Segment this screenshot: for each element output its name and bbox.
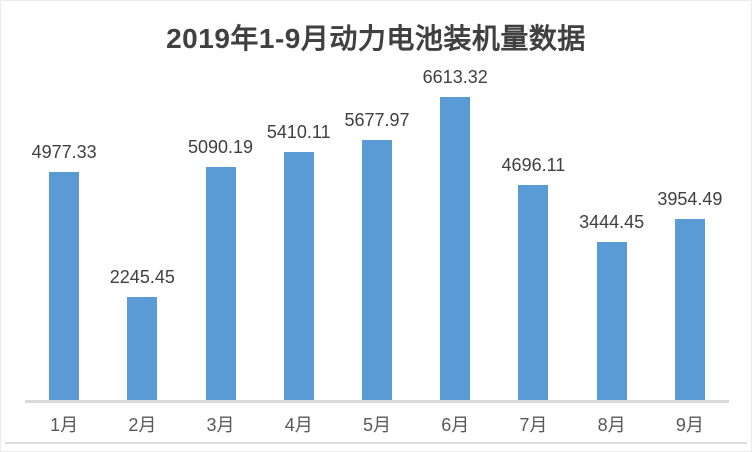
x-tick-label: 1月	[50, 415, 79, 435]
bar-group-7月: 4696.11	[494, 1, 572, 400]
bar	[205, 167, 236, 400]
x-tick-label: 3月	[206, 415, 235, 435]
bar	[49, 172, 80, 400]
x-axis-line	[25, 400, 729, 403]
bar	[518, 185, 549, 400]
bar-value-label: 3954.49	[657, 189, 723, 209]
bar-value-label: 4977.33	[31, 142, 97, 162]
bar-group-5月: 5677.97	[338, 1, 416, 400]
bar-group-3月: 5090.19	[181, 1, 259, 400]
x-tick-label: 9月	[675, 415, 704, 435]
bar-group-6月: 6613.32	[416, 1, 494, 400]
bar-group-2月: 2245.45	[103, 1, 181, 400]
bar-group-9月: 3954.49	[651, 1, 729, 400]
x-tick-label: 2月	[128, 415, 157, 435]
bar	[674, 219, 705, 400]
bar	[127, 297, 158, 400]
bar-value-label: 2245.45	[109, 267, 175, 287]
x-tick-label: 6月	[441, 415, 470, 435]
x-tick-label: 5月	[362, 415, 391, 435]
bar-value-label: 5090.19	[188, 137, 254, 157]
bar-group-8月: 3444.45	[573, 1, 651, 400]
bar-value-label: 5410.11	[266, 122, 331, 142]
x-axis-tick-labels: 1月 2月 3月 4月 5月 6月 7月 8月 9月	[25, 409, 729, 437]
bar	[596, 242, 627, 400]
bar	[440, 97, 471, 400]
bar-value-label: 6613.32	[422, 67, 488, 87]
bar-value-label: 4696.11	[501, 155, 566, 175]
bar-group-1月: 4977.33	[25, 1, 103, 400]
bar-value-label: 5677.97	[344, 110, 410, 130]
bar-group-4月: 5410.11	[260, 1, 338, 400]
bar	[283, 152, 314, 400]
image-bottom-edge	[5, 442, 747, 444]
plot-area: 4977.33 2245.45 5090.19 5410.11 5677.97 6613.…	[25, 1, 729, 400]
bar	[361, 140, 392, 400]
chart-title: 2019年1-9月动力电池装机量数据	[166, 23, 586, 54]
bar-value-label: 3444.45	[579, 212, 645, 232]
x-tick-label: 7月	[519, 415, 548, 435]
x-tick-label: 8月	[597, 415, 626, 435]
x-tick-label: 4月	[284, 415, 313, 435]
